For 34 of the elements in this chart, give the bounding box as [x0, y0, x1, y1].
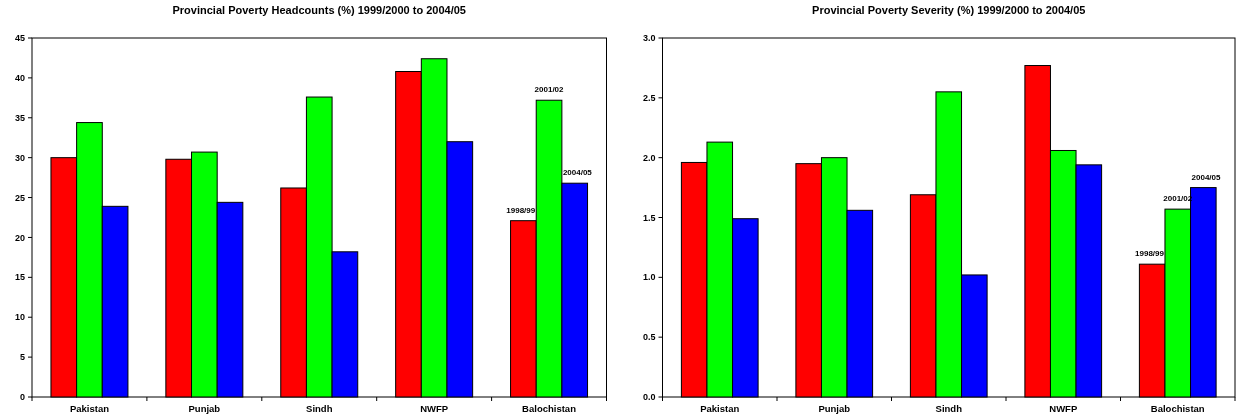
- y-tick-label: 1.0: [642, 272, 656, 283]
- x-tick-label: Sindh: [306, 403, 333, 414]
- x-tick-label: Punjab: [818, 403, 851, 414]
- y-tick-label: 2.0: [642, 152, 656, 163]
- y-tick-label: 20: [14, 232, 25, 243]
- x-tick-label: Pakistan: [700, 403, 740, 414]
- y-tick-label: 15: [14, 272, 25, 283]
- series-label: 1998/99: [506, 205, 536, 215]
- y-tick-label: 0.5: [642, 332, 656, 343]
- x-tick-label: Balochistan: [522, 403, 577, 414]
- y-tick-label: 40: [14, 73, 25, 84]
- y-tick-label: 10: [14, 312, 25, 323]
- y-tick-label: 25: [14, 192, 25, 203]
- y-tick-label: 1.5: [642, 212, 656, 223]
- x-tick-label: Pakistan: [69, 403, 110, 414]
- series-label: 2004/05: [562, 168, 593, 178]
- x-tick-label: Sindh: [935, 403, 963, 414]
- chart-title: Provincial Poverty Headcounts (%) 1999/2000 to 2004/05: [172, 4, 466, 16]
- x-tick-label: Balochistan: [1150, 403, 1205, 414]
- series-label: 2004/05: [1191, 172, 1221, 182]
- series-label: 2001/02: [534, 85, 565, 95]
- y-tick-label: 3.0: [642, 33, 656, 44]
- chart-title: Provincial Poverty Severity (%) 1999/2000 to 2004/05: [812, 4, 1086, 16]
- series-label: 1998/99: [1135, 249, 1165, 259]
- x-tick-label: NWFP: [420, 403, 449, 414]
- y-tick-label: 45: [14, 33, 25, 44]
- y-tick-label: 0.0: [642, 392, 656, 403]
- y-tick-label: 0: [19, 392, 25, 403]
- y-tick-label: 2.5: [642, 92, 656, 103]
- y-tick-label: 35: [14, 112, 25, 123]
- x-tick-label: Punjab: [188, 403, 221, 414]
- x-tick-label: NWFP: [1049, 403, 1078, 414]
- y-tick-label: 5: [19, 352, 25, 363]
- y-tick-label: 30: [14, 152, 25, 163]
